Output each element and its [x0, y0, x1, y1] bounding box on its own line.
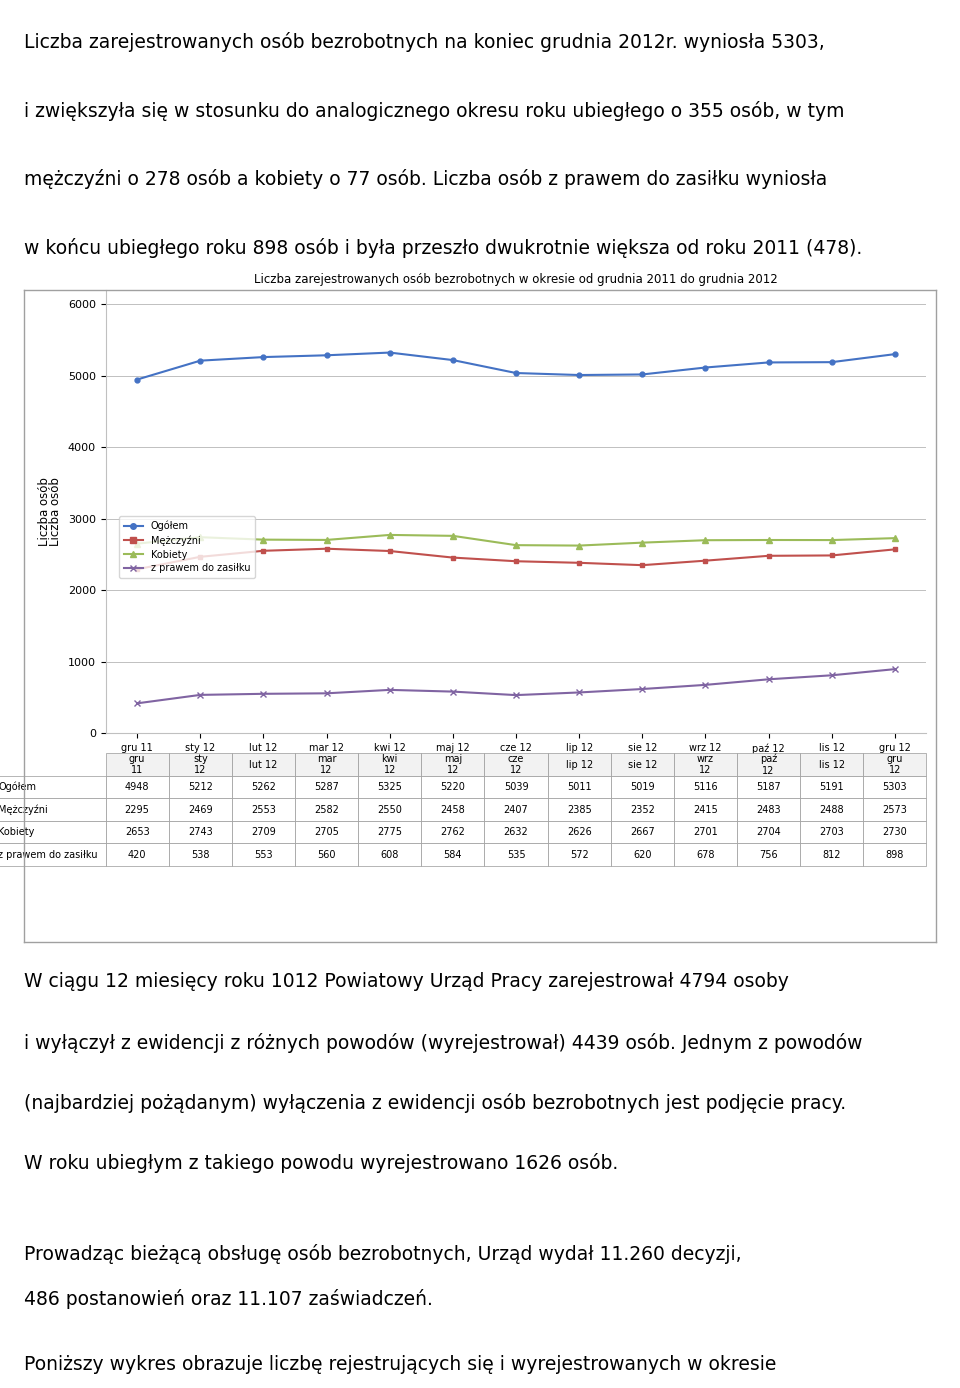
Text: W ciągu 12 miesięcy roku 1012 Powiatowy Urząd Pracy zarejestrował 4794 osoby: W ciągu 12 miesięcy roku 1012 Powiatowy …	[24, 972, 789, 991]
Title: Liczba zarejestrowanych osób bezrobotnych w okresie od grudnia 2011 do grudnia 2: Liczba zarejestrowanych osób bezrobotnyc…	[254, 273, 778, 286]
Text: w końcu ubiegłego roku 898 osób i była przeszło dwukrotnie większa od roku 2011 : w końcu ubiegłego roku 898 osób i była p…	[24, 237, 862, 258]
Text: Poniższy wykres obrazuje liczbę rejestrujących się i wyrejestrowanych w okresie: Poniższy wykres obrazuje liczbę rejestru…	[24, 1355, 777, 1374]
Text: Liczba zarejestrowanych osób bezrobotnych na koniec grudnia 2012r. wyniosła 5303: Liczba zarejestrowanych osób bezrobotnyc…	[24, 32, 825, 53]
Text: Prowadząc bieżącą obsługę osób bezrobotnych, Urząd wydał 11.260 decyzji,: Prowadząc bieżącą obsługę osób bezrobotn…	[24, 1244, 742, 1264]
Text: mężczyźni o 278 osób a kobiety o 77 osób. Liczba osób z prawem do zasiłku wynios: mężczyźni o 278 osób a kobiety o 77 osób…	[24, 169, 828, 189]
Text: W roku ubiegłym z takiego powodu wyrejestrowano 1626 osób.: W roku ubiegłym z takiego powodu wyrejes…	[24, 1153, 618, 1173]
Text: 486 postanowień oraz 11.107 zaświadczeń.: 486 postanowień oraz 11.107 zaświadczeń.	[24, 1289, 433, 1309]
Text: (najbardziej pożądanym) wyłączenia z ewidencji osób bezrobotnych jest podjęcie p: (najbardziej pożądanym) wyłączenia z ewi…	[24, 1092, 846, 1113]
Text: i wyłączył z ewidencji z różnych powodów (wyrejestrował) 4439 osób. Jednym z pow: i wyłączył z ewidencji z różnych powodów…	[24, 1033, 862, 1052]
Text: Liczba osób: Liczba osób	[37, 477, 51, 545]
Y-axis label: Liczba osób: Liczba osób	[49, 477, 62, 545]
Text: i zwiększyła się w stosunku do analogicznego okresu roku ubiegłego o 355 osób, w: i zwiększyła się w stosunku do analogicz…	[24, 101, 845, 121]
Legend: Ogółem, Mężczyźni, Kobiety, z prawem do zasiłku: Ogółem, Mężczyźni, Kobiety, z prawem do …	[119, 516, 255, 579]
